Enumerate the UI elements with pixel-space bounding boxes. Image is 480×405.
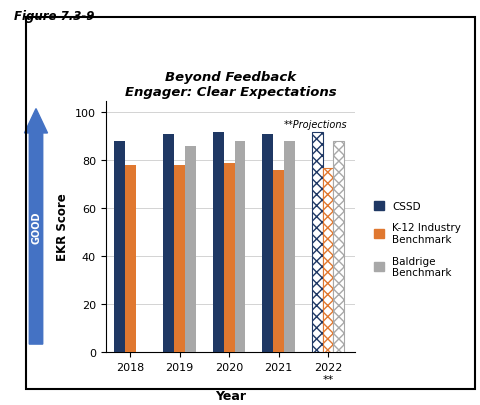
Bar — [125, 166, 136, 352]
Bar — [174, 166, 185, 352]
Text: Figure 7.3-9: Figure 7.3-9 — [14, 10, 95, 23]
Bar — [273, 171, 284, 352]
Legend: CSSD, K-12 Industry
Benchmark, Baldrige
Benchmark: CSSD, K-12 Industry Benchmark, Baldrige … — [371, 198, 464, 281]
Bar — [185, 147, 196, 352]
Bar — [163, 135, 174, 352]
Bar — [284, 142, 295, 352]
Title: Beyond Feedback
Engager: Clear Expectations: Beyond Feedback Engager: Clear Expectati… — [125, 71, 336, 99]
Bar — [235, 142, 245, 352]
Bar — [312, 132, 323, 352]
Text: GOOD: GOOD — [31, 211, 41, 243]
Bar — [323, 168, 334, 352]
Bar — [224, 164, 235, 352]
X-axis label: Year: Year — [215, 389, 246, 402]
Bar — [334, 142, 344, 352]
Bar — [114, 142, 125, 352]
Bar — [262, 135, 273, 352]
Bar — [213, 132, 224, 352]
Y-axis label: EKR Score: EKR Score — [56, 193, 69, 260]
Text: **Projections: **Projections — [284, 120, 348, 130]
